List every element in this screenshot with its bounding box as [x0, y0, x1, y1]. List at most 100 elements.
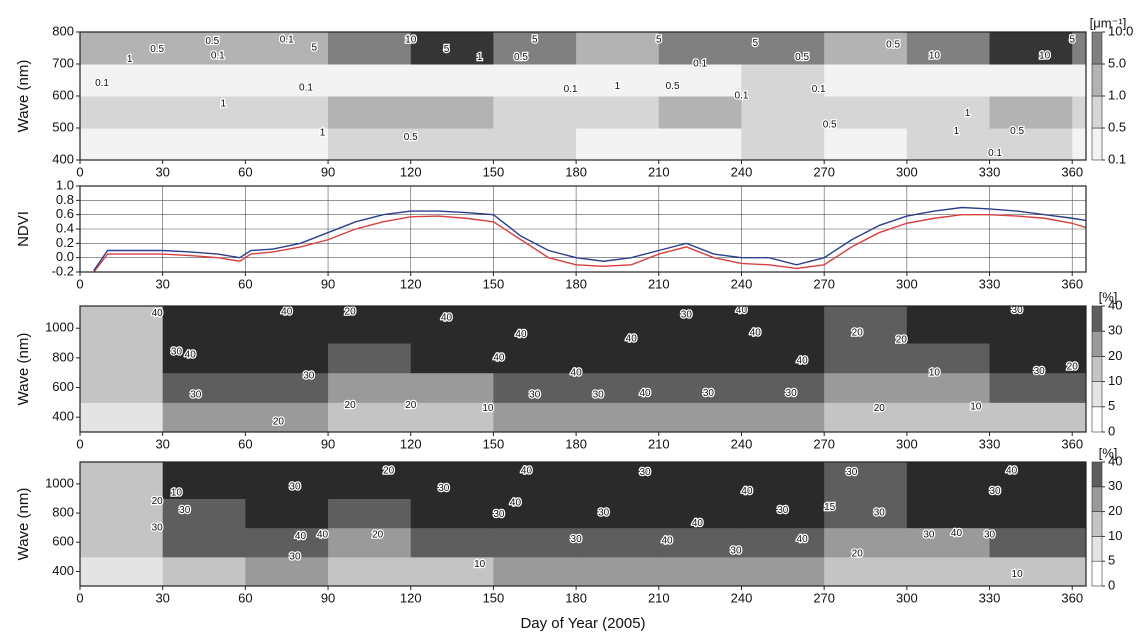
heat-cell [658, 462, 742, 499]
heat-cell [328, 128, 412, 160]
contour-label: 10 [482, 403, 494, 414]
x-tick-label: 120 [400, 436, 422, 451]
heat-cell [80, 64, 164, 97]
heat-cell [576, 306, 660, 344]
contour-label: 30 [1012, 305, 1024, 316]
contour-label: 5 [532, 35, 538, 46]
heat-cell [824, 498, 908, 529]
contour-label: 30 [730, 546, 742, 557]
heat-cell [493, 372, 577, 403]
contour-label: 0.5 [514, 52, 528, 63]
contour-label: 20 [345, 400, 357, 411]
heat-cell [162, 64, 246, 97]
y-tick-label: 600 [52, 87, 74, 102]
colorbar-band [1091, 305, 1103, 332]
heat-cell [162, 96, 246, 129]
contour-label: 30 [703, 388, 715, 399]
plot-area: 0.1 1 0.5 0.5 0.1 1 0.1 0.1 5 1 10 0.5 5 1 0.5 5 0.1 1 5 0.… [80, 32, 1086, 160]
colorbar-band [1091, 95, 1103, 129]
heat-cell [1072, 498, 1086, 529]
heat-cell [245, 32, 329, 65]
heat-cell [80, 306, 164, 344]
contour-label: 30 [1034, 366, 1046, 377]
heat-cell [741, 32, 825, 65]
colorbar-label: 1.0 [1108, 87, 1126, 102]
contour-label: 0.1 [564, 84, 578, 95]
heat-cell [328, 343, 412, 374]
contour-label: 30 [152, 522, 164, 533]
contour-label: 5 [311, 43, 317, 54]
heat-cell [658, 306, 742, 344]
heat-cell [162, 462, 246, 499]
heat-cell [741, 462, 825, 499]
heat-cell [658, 372, 742, 403]
contour-label: 40 [152, 308, 164, 319]
heat-cell [741, 402, 825, 432]
contour-label: 30 [529, 390, 541, 401]
heat-cell [328, 498, 412, 529]
y-axis-label: Wave (nm) [15, 333, 32, 406]
x-tick-label: 210 [648, 164, 670, 179]
x-tick-label: 270 [813, 590, 835, 605]
y-tick-label: 800 [52, 504, 74, 519]
plot-frame [79, 305, 1087, 433]
colorbar-label: 5.0 [1108, 55, 1126, 70]
contour-label: 30 [598, 508, 610, 519]
heat-cell [989, 402, 1073, 432]
heat-cell [410, 462, 494, 499]
heat-cell [741, 64, 825, 97]
contour-label: 30 [786, 388, 798, 399]
contour-label: 10 [1039, 51, 1051, 62]
contour-label: 40 [317, 530, 329, 541]
heat-cell [80, 527, 164, 558]
heat-cell [906, 402, 991, 432]
contour-label: 10 [405, 35, 417, 46]
x-tick-label: 300 [896, 276, 918, 291]
contour-label: 40 [185, 350, 197, 361]
contour-label: 30 [438, 483, 450, 494]
contour-label: 0.1 [211, 51, 225, 62]
y-tick-label: 600 [52, 379, 74, 394]
x-tick-label: 330 [979, 276, 1001, 291]
colorbar-label: 0.1 [1108, 151, 1126, 166]
x-tick-label: 210 [648, 276, 670, 291]
x-tick-label: 240 [731, 276, 753, 291]
contour-label: 40 [521, 465, 533, 476]
heat-cell [162, 527, 246, 558]
contour-label: 30 [777, 505, 789, 516]
contour-label: 10 [1012, 569, 1024, 580]
colorbar-band [1091, 511, 1103, 537]
x-tick-label: 300 [896, 164, 918, 179]
x-tick-label: 360 [1061, 164, 1083, 179]
contour-label: 20 [1067, 361, 1079, 372]
heat-cell [162, 556, 246, 586]
x-tick-label: 360 [1061, 436, 1083, 451]
x-tick-label: 180 [565, 590, 587, 605]
x-tick-label: 120 [400, 164, 422, 179]
heat-cell [658, 96, 742, 129]
contour-label: 40 [639, 388, 651, 399]
colorbar-band [1091, 127, 1103, 161]
contour-label: 40 [515, 329, 527, 340]
heat-cell [824, 128, 908, 160]
heat-cell [906, 96, 991, 129]
ndvi-line [93, 213, 1086, 272]
contour-label: 40 [295, 531, 307, 542]
heat-cell [80, 402, 164, 432]
heat-cell [245, 498, 329, 529]
contour-label: 0.5 [795, 52, 809, 63]
heat-cell [162, 128, 246, 160]
heat-cell [576, 462, 660, 499]
heat-cell [328, 462, 412, 499]
y-tick-label: 700 [52, 55, 74, 70]
x-tick-label: 90 [321, 590, 335, 605]
heat-cell [1072, 128, 1086, 160]
contour-label: 30 [593, 390, 605, 401]
heat-cell [576, 32, 660, 65]
y-tick-label: 600 [52, 534, 74, 549]
contour-label: 5 [752, 38, 758, 49]
colorbar-band [1091, 330, 1103, 357]
x-tick-label: 0 [76, 276, 83, 291]
x-tick-label: 360 [1061, 276, 1083, 291]
